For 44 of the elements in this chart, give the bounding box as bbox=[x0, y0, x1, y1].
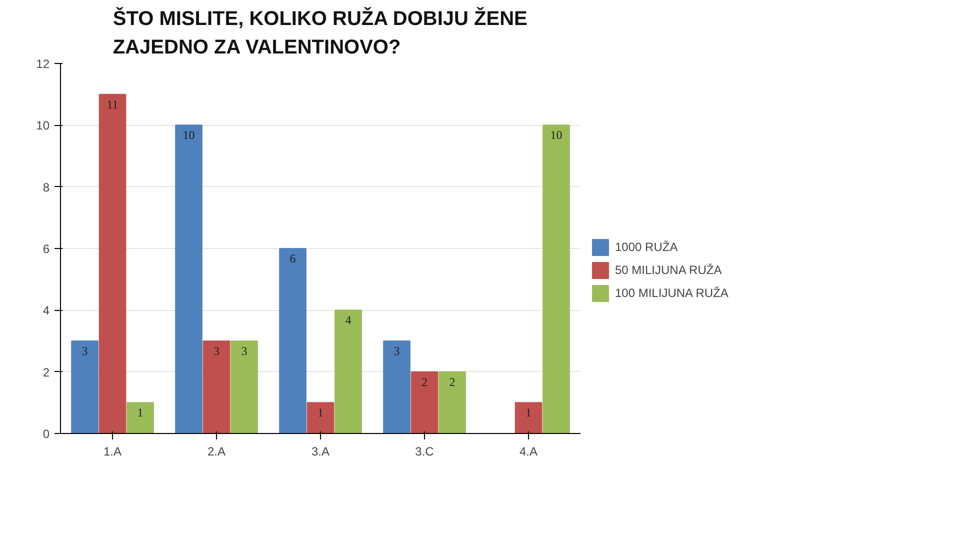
bar bbox=[306, 402, 334, 434]
data-label: 10 bbox=[182, 128, 195, 142]
y-tick-label: 6 bbox=[42, 242, 50, 256]
y-tick-label: 4 bbox=[42, 304, 50, 318]
x-tick-label: 3.C bbox=[415, 444, 434, 458]
x-tick-label: 2.A bbox=[207, 444, 226, 458]
bar bbox=[202, 340, 230, 434]
legend-label: 100 MILIJUNA RUŽA bbox=[615, 286, 728, 300]
data-label: 10 bbox=[550, 128, 562, 142]
chart-title: ŠTO MISLITE, KOLIKO RUŽA DOBIJU ŽENE ZAJEDNO ZA VALENTINOVO? bbox=[112, 6, 528, 58]
data-label: 3 bbox=[214, 344, 220, 358]
y-tick-label: 2 bbox=[42, 365, 50, 380]
bar bbox=[279, 248, 306, 434]
bar bbox=[71, 340, 98, 434]
x-tick-label: 1.A bbox=[103, 444, 122, 458]
data-label: 1 bbox=[318, 406, 324, 420]
bar bbox=[438, 371, 466, 434]
bar bbox=[98, 94, 126, 434]
data-label: 11 bbox=[106, 97, 118, 112]
x-tick-label: 3.A bbox=[311, 444, 330, 458]
legend-label: 50 MILIJUNA RUŽA bbox=[615, 263, 722, 277]
bar bbox=[230, 340, 258, 434]
data-label: 2 bbox=[449, 374, 456, 389]
bar bbox=[383, 340, 410, 434]
data-label: 3 bbox=[394, 344, 400, 358]
data-label: 1 bbox=[137, 406, 144, 420]
y-tick-label: 12 bbox=[36, 57, 50, 71]
bar bbox=[410, 371, 438, 434]
bar bbox=[175, 124, 202, 434]
data-label: 1 bbox=[526, 406, 532, 420]
data-label: 2 bbox=[422, 374, 428, 389]
legend-label: 1000 RUŽA bbox=[615, 240, 678, 254]
data-label: 4 bbox=[345, 313, 352, 328]
y-tick-label: 10 bbox=[36, 118, 50, 133]
data-label: 3 bbox=[82, 344, 88, 358]
bar bbox=[334, 310, 362, 434]
x-tick-label: 4.A bbox=[519, 444, 538, 458]
bar bbox=[542, 124, 570, 434]
y-tick-label: 8 bbox=[42, 180, 50, 194]
bar bbox=[126, 402, 154, 434]
data-label: 3 bbox=[241, 344, 248, 358]
bar bbox=[514, 402, 542, 434]
data-label: 6 bbox=[290, 252, 296, 266]
y-tick-label: 0 bbox=[42, 427, 50, 441]
